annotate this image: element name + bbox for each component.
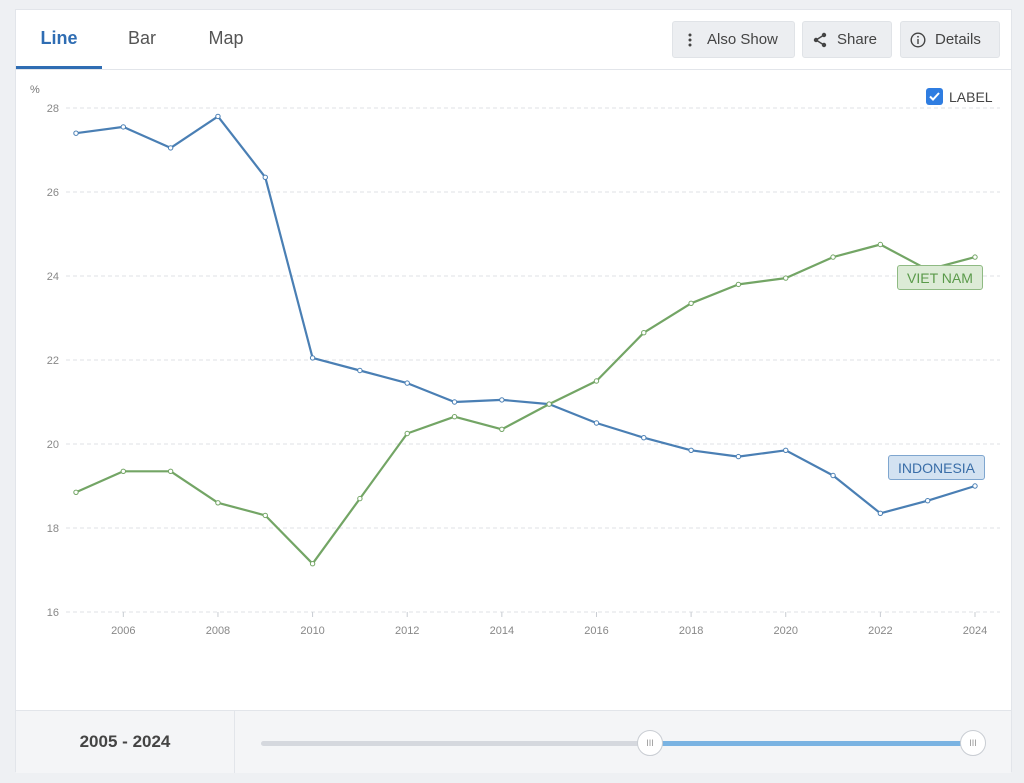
x-tick-label: 2022 [868,625,892,637]
x-tick-label: 2010 [300,625,324,637]
data-point [357,367,363,374]
info-icon [901,31,935,48]
y-tick-label: 20 [47,439,59,451]
x-tick-label: 2006 [111,625,135,637]
x-tick-label: 2012 [395,625,419,637]
series-line-viet-nam [75,243,976,565]
range-start: 2005 [79,732,118,751]
y-tick-label: 22 [47,355,59,367]
data-point [499,426,505,432]
data-point [404,430,410,437]
x-tick-label: 2018 [679,625,703,637]
time-range-footer: 2005 - 2024 III III [16,710,1011,773]
data-point [877,241,884,248]
data-point [688,447,694,453]
data-point [641,435,647,441]
tab-line[interactable]: Line [16,10,102,69]
data-point [830,472,836,479]
data-point [641,330,647,336]
tab-map[interactable]: Map [208,28,244,48]
share-label: Share [837,31,878,48]
data-point [688,300,694,307]
data-point [262,174,268,181]
data-point [215,113,221,120]
data-point [783,275,789,281]
range-display: 2005 - 2024 [16,711,235,773]
data-point [73,130,79,136]
data-point [404,380,410,386]
y-tick-label: 18 [47,523,59,535]
label-toggle-text: LABEL [949,88,993,105]
range-slider-start-handle[interactable]: III [637,730,663,756]
range-slider-fill [649,741,969,746]
y-tick-label: 24 [47,271,59,283]
tab-bar[interactable]: Bar [127,28,156,48]
details-label: Details [935,31,981,48]
range-slider-end-handle[interactable]: III [960,730,986,756]
range-slider-track[interactable] [261,741,976,746]
data-point [735,453,742,460]
series-line-indonesia [75,115,976,515]
y-tick-label: 26 [47,187,59,199]
also-show-button[interactable]: Also Show [672,21,795,58]
range-separator: - [122,732,128,751]
data-point [167,145,174,151]
data-point [215,500,221,506]
data-point [593,420,600,426]
y-tick-label: 28 [47,103,59,115]
also-show-label: Also Show [707,31,778,48]
data-point [735,281,742,288]
data-point [546,401,552,407]
share-button[interactable]: Share [802,21,892,58]
data-point [309,561,316,567]
x-tick-label: 2016 [584,625,608,637]
chart-card: Line Bar Map Also Show Share Details % 16… [15,9,1012,773]
data-point [357,495,363,502]
more-vertical-icon [673,33,707,47]
range-end: 2024 [132,732,171,751]
x-tick-label: 2014 [490,625,514,637]
y-tick-label: 16 [47,607,59,619]
data-point [972,254,978,260]
label-toggle[interactable]: LABEL [926,88,993,105]
chart-type-tabs: Line Bar Map Also Show Share Details [16,10,1011,70]
y-unit-label: % [30,84,40,96]
data-point [451,399,458,405]
data-point [167,468,174,474]
data-point [262,512,268,519]
series-label-indonesia: INDONESIA [888,455,986,480]
data-point [593,378,600,384]
data-point [499,397,505,403]
details-button[interactable]: Details [900,21,1000,58]
data-point [877,510,884,516]
share-icon [803,32,837,48]
label-checkbox[interactable] [926,88,943,105]
x-tick-label: 2008 [206,625,230,637]
series-label-vietnam: VIET NAM [897,265,983,290]
data-point [73,489,79,495]
data-point [924,498,931,504]
data-point [451,414,458,420]
x-tick-label: 2024 [963,625,987,637]
x-tick-label: 2020 [773,625,797,637]
data-point [783,447,789,453]
data-point [120,124,127,130]
data-point [830,254,836,260]
data-point [972,483,978,489]
data-point [309,355,316,361]
data-point [120,468,127,474]
